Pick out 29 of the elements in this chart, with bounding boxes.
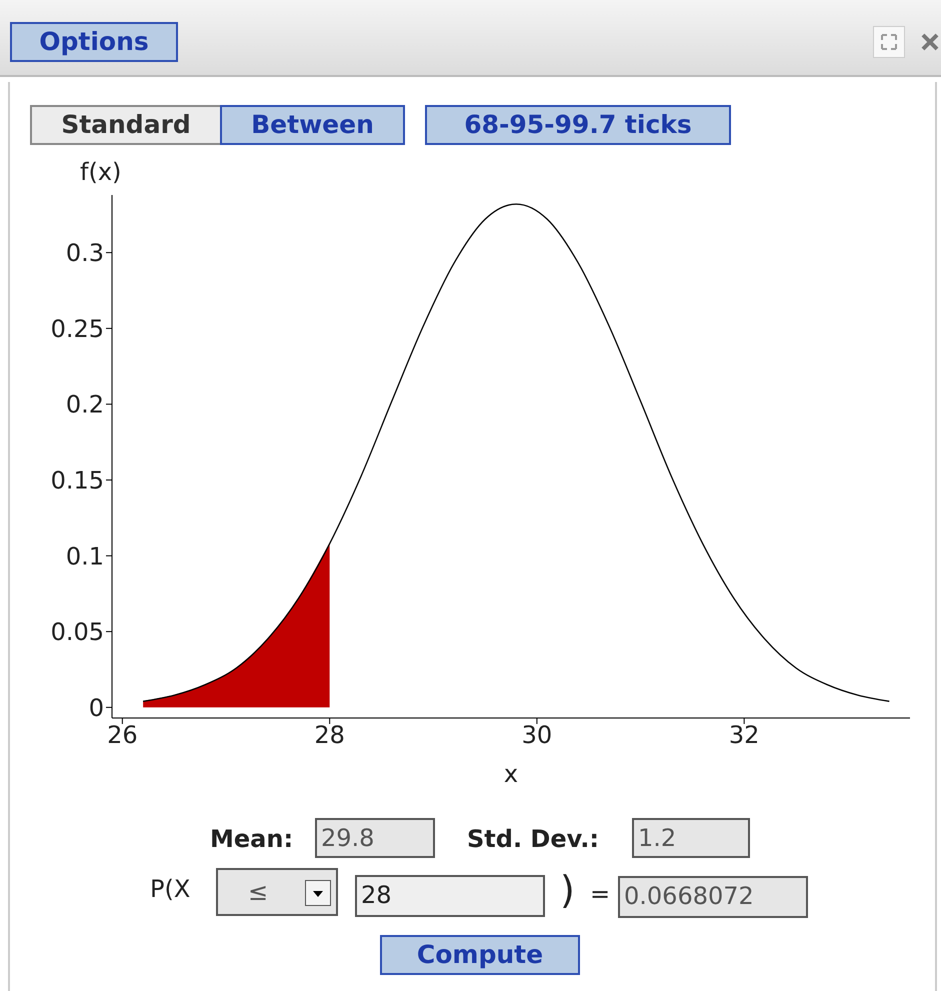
x-axis-title: x bbox=[504, 760, 518, 788]
text: 0.0668072 bbox=[618, 876, 808, 918]
y-tick-label: 0.3 bbox=[66, 239, 104, 268]
text: 1.2 bbox=[632, 818, 750, 858]
text: Options bbox=[10, 22, 178, 62]
text: 29.8 bbox=[315, 818, 435, 858]
y-tick-label: 0.2 bbox=[66, 390, 104, 419]
y-tick-label: 0.15 bbox=[50, 466, 104, 495]
x-tick-label: 30 bbox=[522, 721, 552, 750]
text: Between bbox=[220, 105, 405, 145]
text: ) bbox=[560, 868, 575, 912]
text: Mean: bbox=[210, 825, 294, 853]
y-tick-label: 0.05 bbox=[50, 618, 104, 646]
text: Standard bbox=[30, 105, 222, 145]
text: 68-95-99.7 ticks bbox=[425, 105, 731, 145]
x-tick-label: 32 bbox=[728, 721, 760, 750]
x-tick-label: 28 bbox=[314, 721, 345, 750]
text: Std. Dev.: bbox=[467, 825, 600, 853]
y-tick-label: 0.1 bbox=[66, 542, 104, 570]
text: = bbox=[590, 880, 610, 908]
text: ≤ bbox=[216, 868, 338, 916]
text: 28 bbox=[355, 875, 545, 917]
y-axis-title: f(x) bbox=[80, 158, 122, 186]
x-tick-label: 26 bbox=[107, 721, 138, 750]
text: Compute bbox=[380, 935, 580, 975]
line-series bbox=[142, 203, 890, 702]
y-tick-label: 0.25 bbox=[50, 314, 104, 343]
text: P(X bbox=[150, 875, 190, 903]
y-tick-label: 0 bbox=[88, 694, 104, 722]
